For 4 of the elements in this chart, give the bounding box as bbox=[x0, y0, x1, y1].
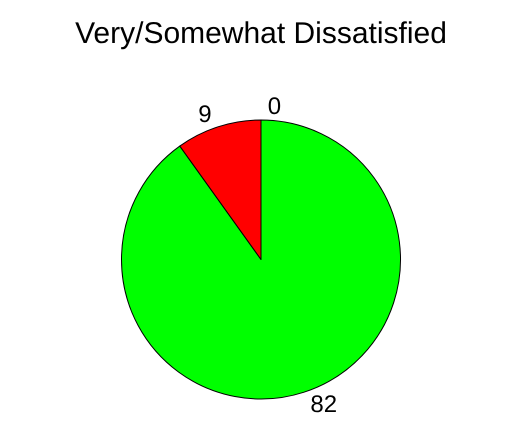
text: 0 bbox=[268, 93, 282, 120]
chart-title: Very/Somewhat Dissatisfied bbox=[75, 16, 447, 50]
data-label: 82 bbox=[310, 391, 338, 418]
data-label: 9 bbox=[198, 100, 212, 128]
